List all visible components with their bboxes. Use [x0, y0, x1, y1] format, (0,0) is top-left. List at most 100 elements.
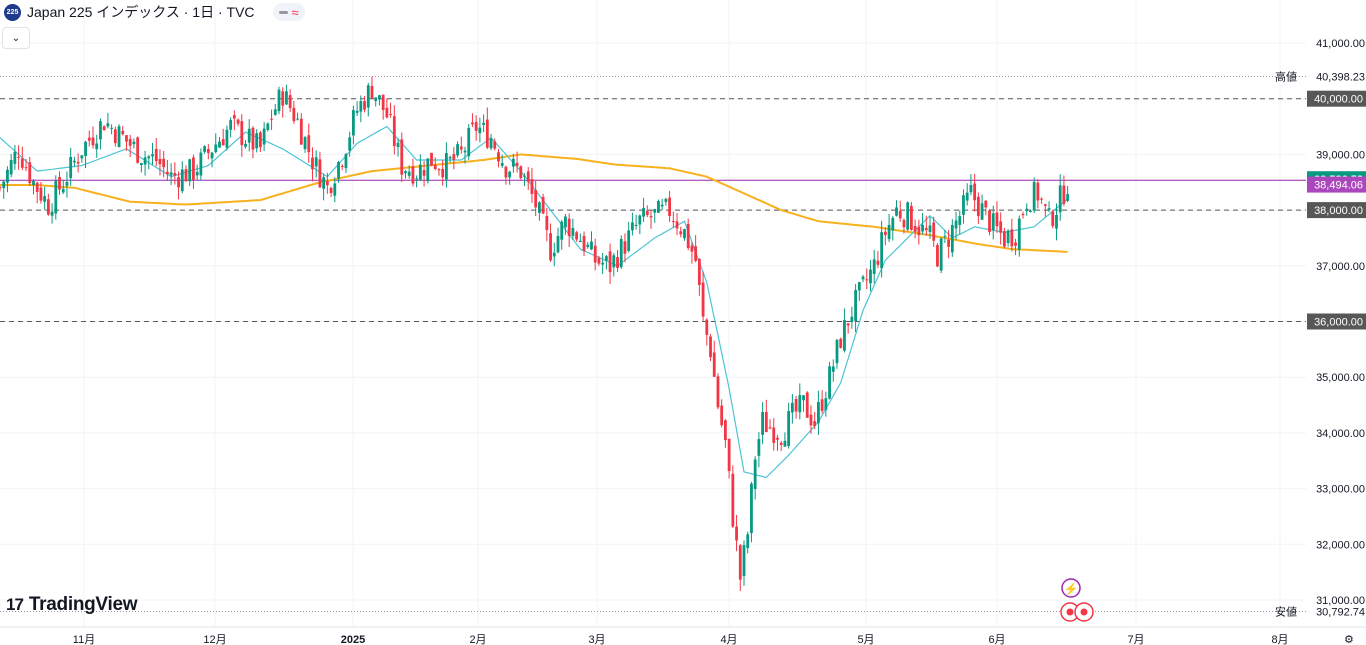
x-tick-label: 6月 — [988, 634, 1005, 645]
candle-body — [965, 192, 969, 201]
candle-body — [969, 185, 973, 193]
candle-body — [582, 235, 586, 252]
candle-body — [746, 534, 750, 549]
candle-body — [65, 181, 69, 186]
y-tick-label: 31,000.00 — [1316, 595, 1365, 607]
candle-body — [958, 216, 962, 225]
candle-body — [645, 210, 649, 216]
tradingview-name: TradingView — [28, 594, 138, 615]
candle-body — [828, 366, 831, 399]
candle-body — [947, 239, 950, 247]
candle-body — [575, 232, 578, 240]
chevron-down-icon: ⌄ — [11, 32, 21, 44]
candle-body — [322, 177, 326, 189]
price-axis[interactable]: 31,000.00 32,000.00 33,000.00 34,000.00 35,0… — [1275, 38, 1366, 619]
candle-body — [530, 179, 534, 195]
candle-body — [69, 156, 73, 178]
candle-body — [359, 101, 363, 112]
collapse-legend-button[interactable]: ⌄ — [2, 27, 30, 49]
candle-body — [526, 171, 530, 182]
candle-body — [143, 157, 147, 165]
time-axis[interactable]: 11月 12月 2025 2月 3月 4月 5月 6月 7月 8月 ⚙ — [0, 626, 1366, 645]
candle-body — [809, 414, 813, 426]
candle-body — [984, 200, 988, 208]
candle-body — [898, 211, 902, 219]
candle-body — [642, 208, 645, 217]
symbol-logo-icon[interactable]: 225 — [4, 3, 21, 21]
tradingview-logo[interactable]: 17 TradingView — [6, 594, 138, 616]
event-markers[interactable]: ⚡ — [1060, 578, 1094, 622]
candle-body — [285, 91, 288, 105]
x-tick-label: 12月 — [203, 634, 226, 645]
candle-body — [445, 153, 448, 180]
candle-body — [76, 161, 80, 164]
candle-body — [407, 171, 411, 176]
x-tick-label: 2025 — [341, 634, 365, 645]
indicator-toggle[interactable]: ≈ — [272, 3, 305, 21]
candle-body — [244, 143, 247, 147]
candle-body — [556, 235, 560, 253]
ma-fast-line — [0, 125, 1068, 479]
flash-event-icon[interactable] — [1061, 578, 1081, 598]
candle-body — [43, 196, 47, 202]
candle-body — [671, 221, 675, 223]
candle-body — [325, 181, 329, 186]
candle-body — [657, 201, 660, 213]
candle-body — [701, 282, 705, 317]
candle-body — [229, 120, 233, 130]
candle-body — [192, 157, 195, 180]
candle-body — [891, 218, 895, 231]
candlestick-series[interactable] — [0, 76, 1070, 591]
y-tick-label: 41,000.00 — [1316, 38, 1365, 50]
candle-body — [318, 159, 322, 188]
high-value: 40,398.23 — [1316, 72, 1365, 84]
candle-body — [121, 130, 125, 135]
candle-body — [173, 173, 177, 176]
moving-average-fast — [0, 125, 1068, 479]
candle-body — [240, 121, 244, 146]
candle-body — [147, 156, 151, 159]
candle-body — [214, 144, 218, 153]
candle-body — [221, 139, 225, 146]
flash-event-glyph: ⚡ — [1064, 582, 1079, 596]
candle-body — [270, 118, 273, 120]
candle-body — [910, 205, 913, 231]
x-tick-label: 7月 — [1127, 634, 1144, 645]
candle-body — [467, 127, 471, 157]
candle-body — [1036, 182, 1040, 201]
candle-body — [396, 142, 400, 147]
candle-body — [448, 157, 452, 159]
candle-body — [46, 199, 50, 215]
candle-body — [1029, 210, 1032, 213]
candle-body — [180, 169, 184, 192]
minus-icon — [278, 10, 288, 14]
candle-body — [869, 269, 872, 284]
candle-body — [1062, 185, 1066, 204]
candle-body — [340, 165, 344, 167]
candle-body — [303, 137, 307, 150]
candle-body — [798, 395, 802, 413]
candle-body — [552, 252, 556, 257]
x-tick-label: 4月 — [720, 634, 737, 645]
candle-body — [195, 171, 199, 176]
candle-body — [601, 262, 605, 265]
candle-body — [1040, 198, 1043, 200]
candle-body — [924, 227, 928, 231]
candle-body — [976, 196, 980, 217]
candle-body — [813, 421, 817, 426]
candle-body — [612, 255, 616, 268]
candle-body — [378, 95, 381, 100]
candle-body — [2, 181, 6, 189]
axis-settings-icon[interactable]: ⚙ — [1344, 634, 1354, 645]
candle-body — [883, 231, 887, 236]
candle-body — [422, 170, 426, 176]
candle-body — [578, 240, 582, 243]
symbol-title[interactable]: Japan 225 インデックス · 1日 · TVC — [27, 4, 255, 20]
candle-body — [776, 437, 779, 440]
candle-body — [1043, 204, 1047, 206]
candle-body — [876, 260, 880, 265]
candle-body — [106, 123, 110, 127]
candle-body — [820, 399, 824, 411]
candle-body — [13, 151, 17, 164]
